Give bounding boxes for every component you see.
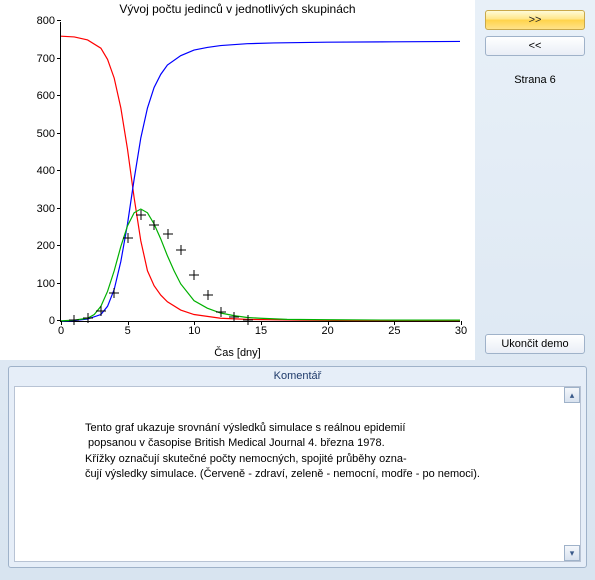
next-button[interactable]: >> [485,10,585,30]
comment-line: čují výsledky simulace. (Červeně - zdrav… [85,467,554,482]
scroll-up-button[interactable]: ▴ [564,387,580,403]
comment-line: Křížky označují skutečné počty nemocných… [85,452,554,467]
prev-button[interactable]: << [485,36,585,56]
side-panel: >> << Strana 6 Ukončit demo [475,0,595,360]
ytick-label: 400 [37,165,61,177]
chart-panel: Vývoj počtu jedinců v jednotlivých skupi… [0,0,475,360]
chart-plot-area: 0100200300400500600700800051015202530 [60,22,460,322]
scroll-down-button[interactable]: ▾ [564,545,580,561]
chart-xlabel: Čas [dny] [0,347,475,359]
ytick-label: 800 [37,15,61,27]
comment-title: Komentář [9,367,586,384]
ytick-label: 200 [37,240,61,252]
ytick-label: 100 [37,278,61,290]
chart-title: Vývoj počtu jedinců v jednotlivých skupi… [0,2,475,16]
chart-series-svg [61,22,460,321]
ytick-label: 600 [37,90,61,102]
comment-line: popsanou v časopise British Medical Jour… [85,436,554,451]
ytick-label: 500 [37,128,61,140]
ytick-label: 300 [37,203,61,215]
comment-body: ▴ ▾ Tento graf ukazuje srovnání výsledků… [14,386,581,562]
comment-panel: Komentář ▴ ▾ Tento graf ukazuje srovnání… [8,366,587,568]
ytick-label: 700 [37,53,61,65]
comment-line: Tento graf ukazuje srovnání výsledků sim… [85,421,554,436]
exit-demo-button[interactable]: Ukončit demo [485,334,585,354]
page-number-label: Strana 6 [514,74,556,86]
